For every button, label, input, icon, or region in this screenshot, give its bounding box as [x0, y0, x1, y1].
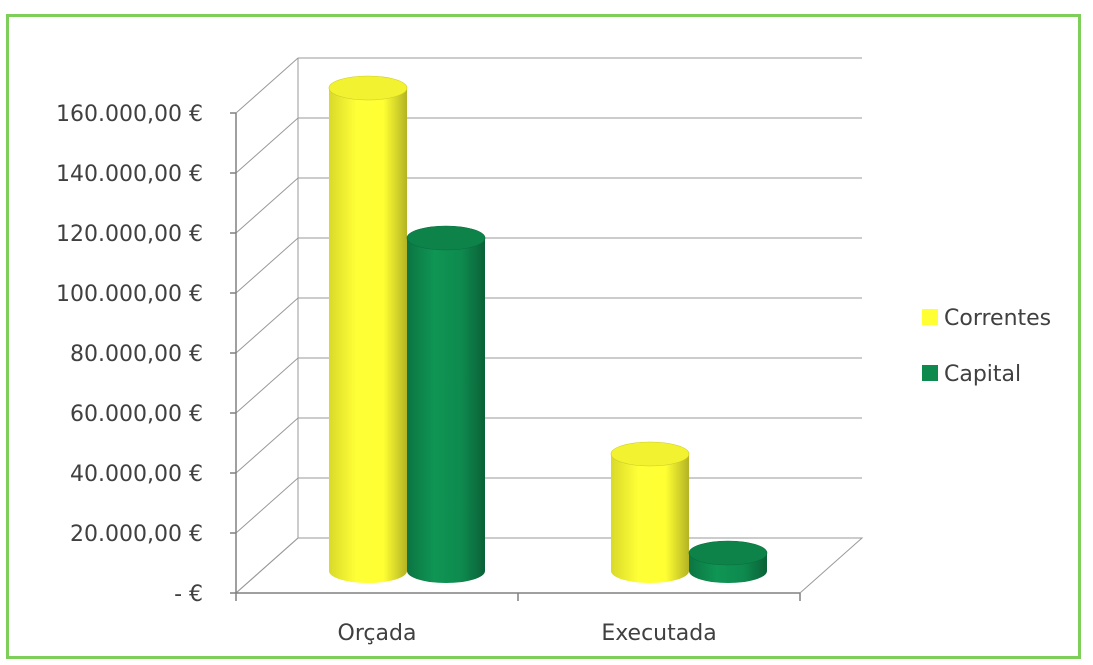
y-tick-label: 80.000,00 €: [70, 342, 203, 367]
y-tick-label: 160.000,00 €: [56, 102, 203, 127]
legend-label-capital: Capital: [944, 362, 1021, 387]
chart-frame: [6, 14, 1081, 659]
y-tick-label: 100.000,00 €: [56, 282, 203, 307]
y-tick-label: 140.000,00 €: [56, 162, 203, 187]
legend-label-correntes: Correntes: [944, 306, 1051, 331]
y-tick-label: - €: [174, 582, 203, 607]
side-wall-line: [235, 477, 299, 534]
side-wall-line: [235, 237, 299, 294]
bar-top-correntes-0: [328, 75, 408, 101]
legend-swatch-correntes: [922, 309, 938, 325]
side-wall-line: [235, 417, 299, 474]
y-tick-label: 120.000,00 €: [56, 222, 203, 247]
bar-correntes-1: [611, 454, 689, 583]
y-tick-label: 20.000,00 €: [70, 522, 203, 547]
bar-top-correntes-1: [610, 441, 690, 467]
x-tick-label: Orçada: [338, 621, 417, 646]
bar-top-capital-0: [406, 225, 486, 251]
bar-capital-0: [407, 238, 485, 583]
bar-correntes-0: [329, 88, 407, 583]
side-wall-line: [235, 57, 299, 114]
side-wall-line: [235, 117, 299, 174]
y-tick-label: 40.000,00 €: [70, 462, 203, 487]
legend-swatch-capital: [922, 365, 938, 381]
side-wall-line: [235, 177, 299, 234]
y-tick-label: 60.000,00 €: [70, 402, 203, 427]
side-wall-line: [235, 297, 299, 354]
side-wall-line: [235, 357, 299, 414]
bar-top-capital-1: [688, 540, 768, 566]
x-tick-label: Executada: [601, 621, 716, 646]
